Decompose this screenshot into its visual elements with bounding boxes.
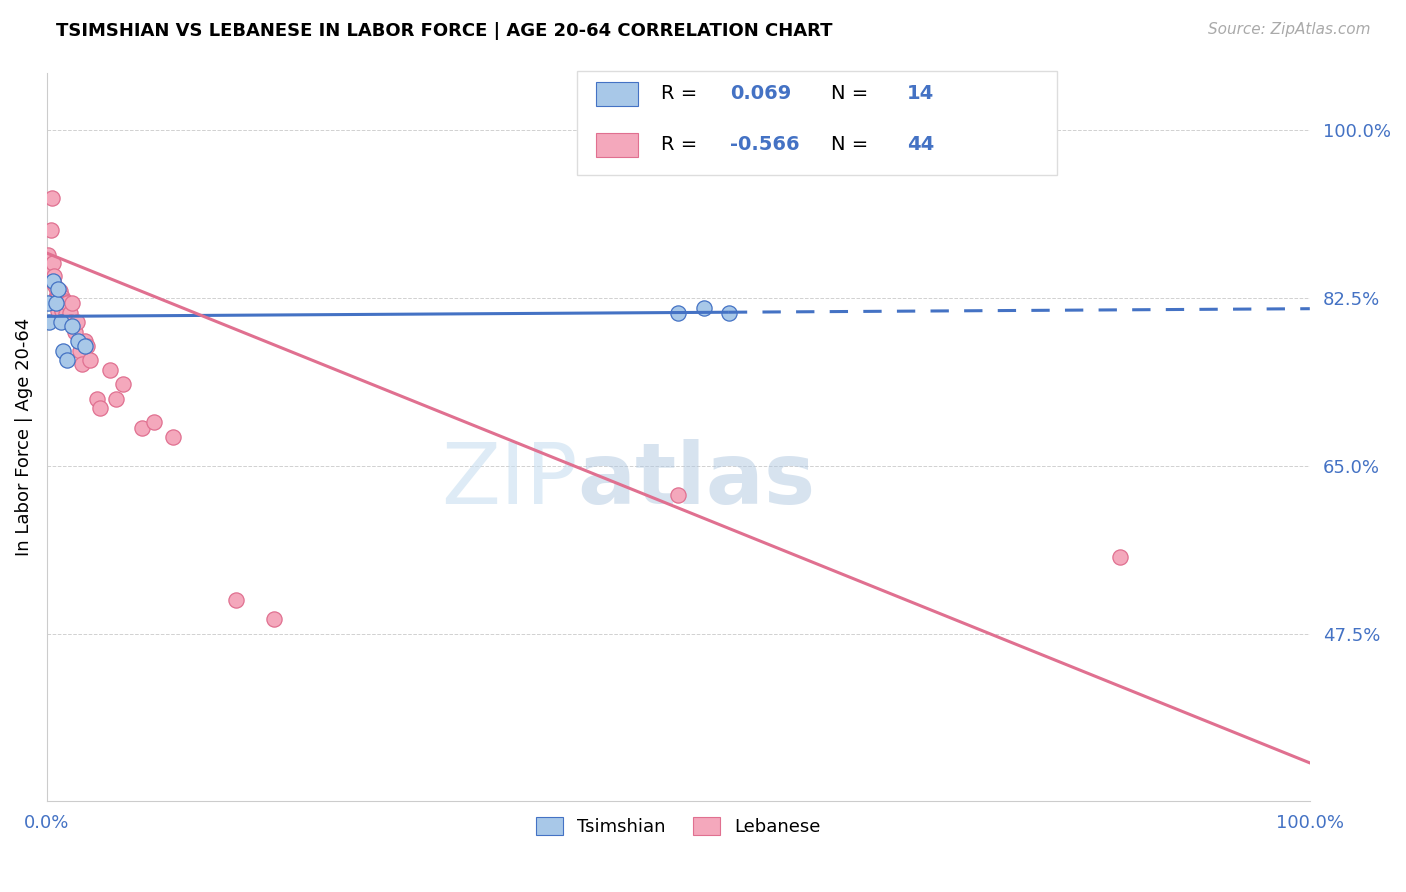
- Point: [46, 290, 69, 304]
- Point: [143, 415, 166, 429]
- Point: [67, 334, 90, 349]
- Point: [105, 392, 128, 406]
- Point: [1109, 549, 1132, 564]
- Point: [66, 315, 89, 329]
- Point: [46, 282, 69, 296]
- Point: [69, 343, 91, 358]
- Point: [46, 290, 69, 304]
- Point: [53, 293, 76, 308]
- Point: [263, 612, 285, 626]
- Point: [55, 296, 77, 310]
- Point: [131, 420, 153, 434]
- Point: [59, 315, 82, 329]
- Text: R =: R =: [661, 136, 703, 154]
- Text: 0.069: 0.069: [730, 84, 792, 103]
- Point: [60, 296, 83, 310]
- Point: [51, 303, 73, 318]
- Point: [60, 318, 83, 333]
- Bar: [596, 82, 638, 106]
- Point: [44, 269, 66, 284]
- Point: [70, 357, 93, 371]
- Text: N =: N =: [831, 84, 875, 103]
- Point: [46, 303, 69, 318]
- Point: [51, 290, 73, 304]
- Text: TSIMSHIAN VS LEBANESE IN LABOR FORCE | AGE 20-64 CORRELATION CHART: TSIMSHIAN VS LEBANESE IN LABOR FORCE | A…: [56, 22, 832, 40]
- Text: Source: ZipAtlas.com: Source: ZipAtlas.com: [1208, 22, 1371, 37]
- Point: [37, 296, 59, 310]
- Text: 14: 14: [907, 84, 934, 103]
- Point: [48, 285, 70, 299]
- Point: [73, 334, 96, 349]
- Point: [45, 296, 67, 310]
- Point: [46, 296, 69, 310]
- Point: [89, 401, 111, 416]
- Point: [98, 363, 121, 377]
- Point: [111, 377, 134, 392]
- FancyBboxPatch shape: [578, 70, 1057, 175]
- Point: [38, 315, 60, 329]
- Y-axis label: In Labor Force | Age 20-64: In Labor Force | Age 20-64: [15, 318, 32, 557]
- Point: [39, 223, 62, 237]
- Point: [55, 308, 77, 322]
- Text: N =: N =: [831, 136, 875, 154]
- Point: [717, 305, 740, 319]
- Point: [666, 305, 689, 319]
- Point: [56, 353, 79, 368]
- Point: [52, 343, 75, 358]
- Point: [49, 315, 72, 329]
- Point: [45, 280, 67, 294]
- Point: [63, 325, 86, 339]
- Text: -0.566: -0.566: [730, 136, 800, 154]
- Point: [42, 256, 65, 270]
- Point: [49, 300, 72, 314]
- Text: atlas: atlas: [578, 439, 815, 523]
- Point: [73, 339, 96, 353]
- Text: R =: R =: [661, 84, 703, 103]
- Point: [76, 339, 98, 353]
- Point: [225, 593, 247, 607]
- Text: 44: 44: [907, 136, 934, 154]
- Point: [37, 248, 59, 262]
- Point: [59, 305, 82, 319]
- Point: [45, 290, 67, 304]
- Point: [38, 262, 60, 277]
- Point: [44, 277, 66, 291]
- Point: [692, 301, 714, 315]
- Bar: [596, 133, 638, 157]
- Point: [162, 430, 184, 444]
- Point: [666, 487, 689, 501]
- Point: [79, 353, 101, 368]
- Point: [86, 392, 108, 406]
- Point: [42, 274, 65, 288]
- Text: ZIP: ZIP: [441, 439, 578, 523]
- Point: [41, 190, 63, 204]
- Point: [48, 296, 70, 310]
- Point: [56, 296, 79, 310]
- Legend: Tsimshian, Lebanese: Tsimshian, Lebanese: [529, 809, 828, 843]
